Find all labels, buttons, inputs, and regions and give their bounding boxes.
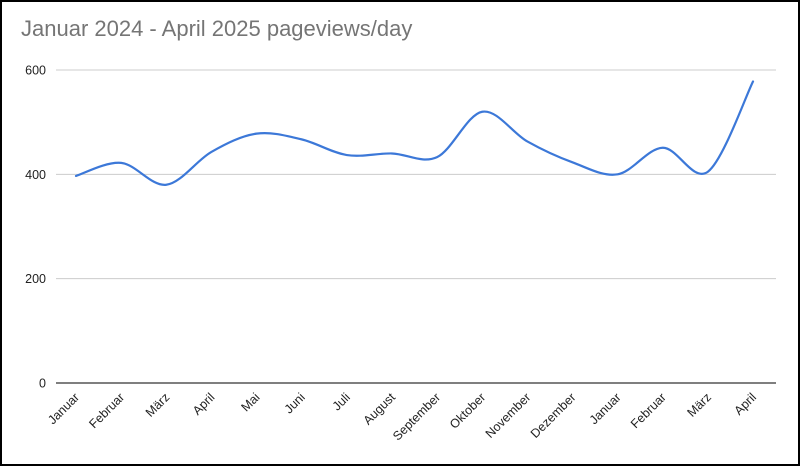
gridlines (56, 69, 776, 384)
x-axis-tick-labels: Januar Februar März April Mai Juni Juli AugustS… (45, 390, 759, 444)
data-point (615, 171, 621, 177)
x-tick-label: Oktober (447, 390, 488, 431)
x-tick-label: Mai (239, 390, 263, 414)
data-point (208, 149, 214, 155)
x-tick-label: Februar (628, 390, 669, 431)
data-point (750, 78, 756, 84)
data-point (299, 136, 305, 142)
x-tick-label: Dezember (528, 390, 579, 441)
x-tick-label: September (390, 390, 443, 443)
data-point (254, 131, 260, 137)
data-point (569, 159, 575, 165)
x-tick-label: März (684, 390, 714, 420)
y-tick-label: 0 (39, 377, 46, 391)
x-tick-label: Januar (45, 390, 82, 427)
data-point (434, 154, 440, 160)
x-tick-label: Juni (282, 390, 308, 416)
x-tick-label: Januar (587, 390, 624, 427)
data-point (705, 169, 711, 175)
y-axis-tick-labels: 0 200 400 600 (25, 64, 46, 391)
x-tick-label: August (361, 390, 399, 428)
data-point (118, 160, 124, 166)
data-point (479, 109, 485, 115)
x-tick-label: Juli (330, 390, 353, 413)
chart-title: Januar 2024 - April 2025 pageviews/day (21, 16, 413, 41)
y-tick-label: 400 (25, 168, 46, 182)
x-tick-label: April (732, 390, 760, 418)
x-tick-label: November (483, 390, 534, 441)
y-tick-label: 600 (25, 64, 46, 78)
series-layer (73, 78, 756, 188)
y-tick-label: 200 (25, 272, 46, 286)
series-line (74, 80, 755, 186)
data-point (73, 173, 79, 179)
data-point (389, 150, 395, 156)
data-point (163, 182, 169, 188)
x-tick-label: März (143, 390, 173, 420)
data-point (344, 152, 350, 158)
data-point (660, 145, 666, 151)
x-tick-label: April (190, 390, 218, 418)
x-tick-label: Februar (86, 390, 127, 431)
data-point (524, 138, 530, 144)
